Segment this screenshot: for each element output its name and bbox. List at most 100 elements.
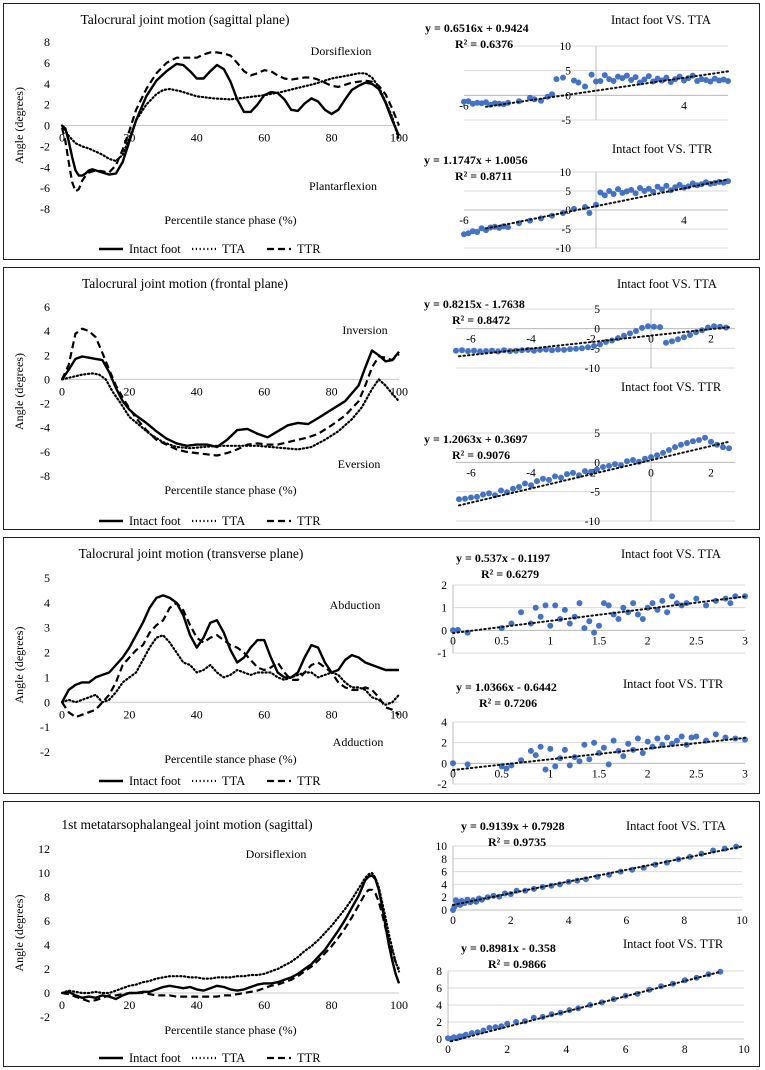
series-line-dotted xyxy=(60,871,401,995)
scatter-point xyxy=(676,181,683,188)
scatter-point xyxy=(610,737,617,744)
scatter-point xyxy=(696,437,702,443)
scatter-point xyxy=(503,765,510,772)
scatter-point xyxy=(480,491,486,498)
scatter-point xyxy=(597,189,604,196)
x-tick-label: -6 xyxy=(459,215,469,227)
scatter-point xyxy=(600,744,607,751)
y-tick-label: 2 xyxy=(44,646,50,660)
scatter-point xyxy=(663,339,669,346)
scatter-point xyxy=(605,602,612,609)
legend: Intact foot TTA TTR xyxy=(99,1051,321,1065)
scatter-point xyxy=(581,741,588,748)
x-tick-label: 0.5 xyxy=(494,768,509,780)
scatter-point xyxy=(594,466,600,473)
y-tick-label: 6 xyxy=(44,300,50,314)
x-tick-label: 1.5 xyxy=(592,768,607,780)
y-tick-label: -1 xyxy=(437,648,447,660)
scatter-point xyxy=(703,602,710,609)
scatter-chart-mtp-ttr: 0 2 4 6 8 0 2 4 6 8 10 Intact foot VS. TTR y = 0.898… xyxy=(436,937,750,1056)
series-line-dashed xyxy=(60,51,401,193)
scatter-point xyxy=(585,344,591,351)
annotation-label: Abduction xyxy=(330,598,381,612)
scatter-point xyxy=(632,74,639,81)
scatter-point xyxy=(492,1024,499,1031)
scatter-point xyxy=(641,188,648,194)
panel-sagittal: Talocrural joint motion (sagittal plane)… xyxy=(3,3,760,260)
x-tick-label: 20 xyxy=(123,707,135,721)
x-tick-label: 4 xyxy=(564,1044,570,1056)
scatter-point xyxy=(620,753,627,760)
scatter-point xyxy=(606,188,613,194)
scatter-point xyxy=(606,462,612,469)
x-tick-label: 10 xyxy=(736,915,748,927)
line-chart-sag: Talocrural joint motion (sagittal plane)… xyxy=(12,12,408,256)
trendline xyxy=(458,440,730,507)
y-axis-label: Angle (degrees) xyxy=(12,895,26,972)
x-tick-label: 80 xyxy=(326,998,338,1012)
y-tick-label: 0 xyxy=(594,324,600,336)
y-tick-label: 0 xyxy=(441,758,447,770)
series-line-solid xyxy=(61,874,401,1001)
trendline xyxy=(452,595,746,635)
scatter-title: Intact foot VS. TTR xyxy=(612,142,713,156)
scatter-point xyxy=(588,468,594,475)
x-axis-label: Percentile stance phase (%) xyxy=(164,213,296,227)
legend-label: Intact foot xyxy=(129,774,181,788)
y-tick-label: -5 xyxy=(590,487,600,499)
scatter-point xyxy=(552,602,559,609)
scatter-point xyxy=(534,478,540,485)
y-tick-label: 6 xyxy=(441,867,447,879)
scatter-point xyxy=(630,457,636,463)
scatter-point xyxy=(581,625,588,632)
scatter-point xyxy=(516,484,522,490)
scatter-point xyxy=(727,600,734,607)
scatter-point xyxy=(634,735,641,742)
scatter-point xyxy=(720,444,726,451)
scatter-point xyxy=(486,490,492,497)
y-tick-label: -2 xyxy=(40,745,50,759)
scatter-point xyxy=(498,487,504,494)
scatter-point xyxy=(610,78,617,84)
scatter-point xyxy=(591,629,598,636)
series-line-dashed xyxy=(61,888,400,1003)
y-tick-label: -2 xyxy=(40,1010,50,1024)
x-tick-label: 3 xyxy=(742,768,748,780)
y-tick-label: -10 xyxy=(585,516,601,528)
chart-title: Talocrural joint motion (transverse plan… xyxy=(79,546,304,561)
y-tick-label: 6 xyxy=(44,914,50,928)
x-tick-label: 2 xyxy=(708,467,714,479)
scatter-point xyxy=(725,78,731,84)
figure-mtp: 1st metatarsophalangeal joint motion (sa… xyxy=(12,817,750,1065)
y-tick-label: 10 xyxy=(560,167,572,179)
scatter-point xyxy=(552,473,558,480)
y-tick-label: -4 xyxy=(40,421,50,435)
y-tick-label: 0 xyxy=(436,1034,442,1046)
x-tick-label: 60 xyxy=(258,707,270,721)
scatter-point xyxy=(601,72,608,79)
scatter-point xyxy=(596,622,602,629)
scatter-point xyxy=(522,480,528,487)
r-squared: R² = 0.9866 xyxy=(488,957,546,971)
y-tick-label: 0 xyxy=(44,372,50,386)
regression-equation: y = 0.9139x + 0.7928 xyxy=(461,819,565,833)
y-tick-label: 2 xyxy=(44,962,50,976)
y-tick-label: -2 xyxy=(40,139,50,153)
annotation-label: Dorsiflexion xyxy=(246,847,307,861)
scatter-point xyxy=(639,616,646,622)
x-axis-label: Percentile stance phase (%) xyxy=(164,752,296,766)
y-tick-label: -6 xyxy=(40,181,50,195)
scatter-point xyxy=(641,76,648,83)
scatter-point xyxy=(532,752,539,759)
y-tick-label: 0 xyxy=(44,119,50,133)
scatter-point xyxy=(450,760,456,767)
x-tick-label: 80 xyxy=(326,707,338,721)
scatter-point xyxy=(567,346,573,353)
scatter-chart-sag-ttr: -10 -5 0 5 10 -6 4 Intact foot VS. TTR y = 1.174… xyxy=(424,142,731,255)
r-squared: R² = 0.9735 xyxy=(488,835,546,849)
scatter-chart-sag-tta: -5 0 5 10 -6 4 Intact foot VS. TTA y = 0.6516x … xyxy=(425,13,731,127)
series-line-solid xyxy=(60,594,399,703)
